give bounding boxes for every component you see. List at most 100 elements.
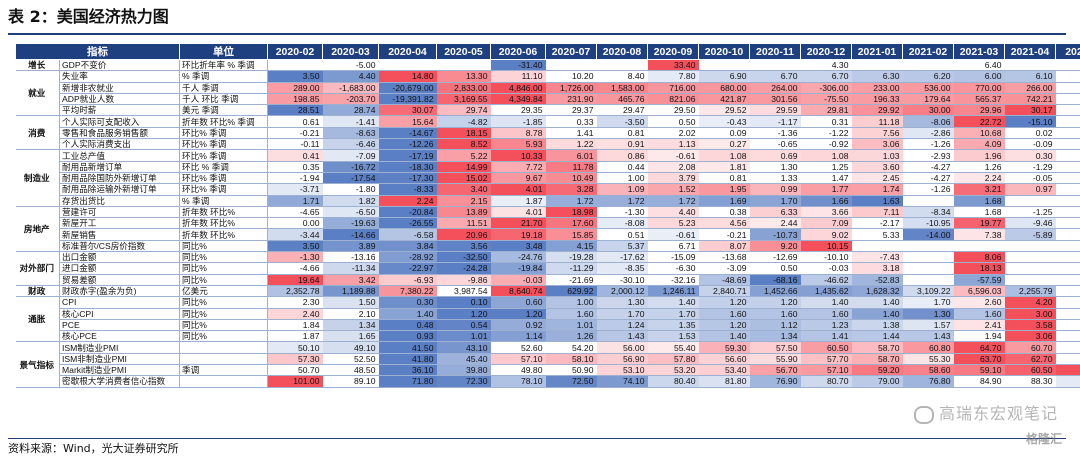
indicator-name: 耐用品除国防外新增订单 — [59, 172, 180, 185]
value-cell — [1055, 70, 1080, 83]
value-cell — [1055, 138, 1080, 151]
value-cell: -1,683.00 — [322, 82, 379, 94]
value-cell: -203.70 — [322, 93, 379, 106]
value-cell: 4.09 — [953, 138, 1005, 151]
value-cell — [1004, 251, 1056, 264]
value-cell: 52.50 — [322, 353, 379, 366]
value-cell — [1055, 285, 1080, 298]
value-cell: 8.07 — [698, 240, 750, 253]
header-row: 指标 单位 2020-02 2020-03 2020-04 2020-05 2020-06 2… — [15, 43, 1080, 60]
value-cell: 1.65 — [322, 330, 379, 343]
value-cell: -8.06 — [902, 115, 954, 128]
value-cell: 3.40 — [436, 183, 491, 196]
value-cell: 15.02 — [436, 172, 491, 185]
value-cell: 6.20 — [902, 70, 954, 83]
value-cell: 0.27 — [698, 138, 750, 151]
value-cell: 1.70 — [902, 296, 954, 309]
value-cell: 2.24 — [378, 195, 437, 207]
value-cell: -5.89 — [1004, 228, 1056, 241]
value-cell: 7.11 — [851, 206, 903, 219]
value-cell: -75.50 — [800, 93, 852, 106]
value-cell — [1004, 240, 1056, 253]
value-cell: -12.26 — [378, 138, 437, 151]
table-row: 通胀 CPI 同比% 2.30 1.50 0.30 0.10 0.60 1.00 1.30 1.40… — [15, 296, 1080, 343]
value-cell: 59.20 — [851, 364, 903, 377]
indicator-name: 核心PCE — [59, 330, 180, 343]
unit-label: 环比折年率 % 季调 — [179, 59, 268, 72]
value-cell: -1.80 — [322, 183, 379, 196]
value-cell — [1055, 262, 1080, 275]
value-cell: -18.30 — [378, 161, 437, 173]
value-cell: 84.90 — [953, 375, 1005, 388]
table-row: 个人实际消费支出 环比% 季调 -0.11 -6.46 -12.26 8.52 5.93 1.… — [16, 138, 1080, 151]
value-cell: 6.33 — [749, 206, 801, 219]
value-cell: 1.12 — [749, 319, 801, 332]
value-cell: -57.59 — [953, 274, 1005, 286]
indicator-name: 新增非农就业 — [59, 82, 180, 94]
value-cell: 1.30 — [596, 296, 648, 309]
value-cell — [1055, 149, 1080, 162]
value-cell: -4.82 — [436, 115, 491, 128]
value-cell: -7.43 — [851, 251, 903, 264]
value-cell: 4.01 — [490, 183, 546, 196]
value-cell: 56.00 — [596, 341, 648, 354]
value-cell: -1.22 — [800, 127, 852, 140]
value-cell: 1.00 — [596, 172, 648, 185]
table-row: 房地产 营建许可 折年数 环比% -4.65 -6.50 -20.84 13.89 4.01 1… — [15, 206, 1080, 253]
value-cell: 89.10 — [322, 375, 379, 388]
value-cell: 55.40 — [647, 341, 699, 354]
value-cell: 1.09 — [596, 183, 648, 196]
value-cell: 1.60 — [749, 308, 801, 320]
indicator-name: 标准普尔/CS房价指数 — [59, 240, 180, 253]
column-header: 2020-11 — [749, 43, 801, 60]
value-cell: 4.15 — [545, 240, 597, 253]
value-cell: 3.58 — [1004, 319, 1056, 332]
value-cell: -6.93 — [378, 274, 437, 286]
table-row: 财政 财政赤字(盈余为负) 亿美元 2,352.78 1,189.88 7,380.22 3… — [15, 285, 1080, 298]
value-cell — [1055, 161, 1080, 173]
category-label: 通胀 — [15, 296, 60, 343]
value-cell — [851, 59, 903, 72]
value-cell: 198.85 — [267, 93, 323, 106]
value-cell: 10.33 — [490, 149, 546, 162]
category-label: 消费 — [15, 115, 60, 151]
value-cell: 76.80 — [902, 375, 954, 388]
value-cell: 5.33 — [851, 228, 903, 241]
value-cell: 41.50 — [378, 341, 437, 354]
value-cell: 60.50 — [800, 341, 852, 354]
value-cell — [851, 240, 903, 253]
value-cell: -8.33 — [378, 183, 437, 196]
value-cell: 0.61 — [267, 115, 323, 128]
value-cell: 30.17 — [1004, 104, 1056, 117]
value-cell: 48.50 — [322, 364, 379, 377]
value-cell: 1.20 — [490, 308, 546, 320]
watermark-logo: 格隆汇 — [1025, 432, 1062, 446]
value-cell: 56.60 — [698, 353, 750, 366]
value-cell: 6.01 — [545, 149, 597, 162]
value-cell: 80.40 — [647, 375, 699, 388]
value-cell: 1.35 — [647, 319, 699, 332]
value-cell: 196.33 — [851, 93, 903, 106]
indicator-name: GDP不变价 — [59, 59, 180, 72]
value-cell: 55.90 — [749, 353, 801, 366]
value-cell: 1.60 — [953, 308, 1005, 320]
value-cell: 1,726.00 — [545, 82, 597, 94]
value-cell: 680.00 — [698, 82, 750, 94]
value-cell: 1,189.88 — [322, 285, 379, 298]
value-cell: 1.68 — [953, 206, 1005, 219]
value-cell: 6,596.03 — [953, 285, 1005, 298]
value-cell: 28.74 — [322, 104, 379, 117]
value-cell: -14.66 — [322, 228, 379, 241]
value-cell: 0.51 — [596, 228, 648, 241]
value-cell: 2.40 — [267, 308, 323, 320]
value-cell: 4.56 — [698, 217, 750, 230]
value-cell: -19.84 — [490, 262, 546, 275]
value-cell: 4.20 — [1004, 296, 1056, 309]
value-cell: 2.24 — [953, 172, 1005, 185]
value-cell: -6.30 — [647, 262, 699, 275]
value-cell: 81.80 — [698, 375, 750, 388]
value-cell: -68.16 — [749, 274, 801, 286]
value-cell: 3.48 — [490, 240, 546, 253]
value-cell: 3.60 — [851, 161, 903, 173]
table-row: 零售和食品服务销售额 环比% 季调 -0.21 -8.63 -14.67 18.15 8.7… — [16, 127, 1080, 140]
